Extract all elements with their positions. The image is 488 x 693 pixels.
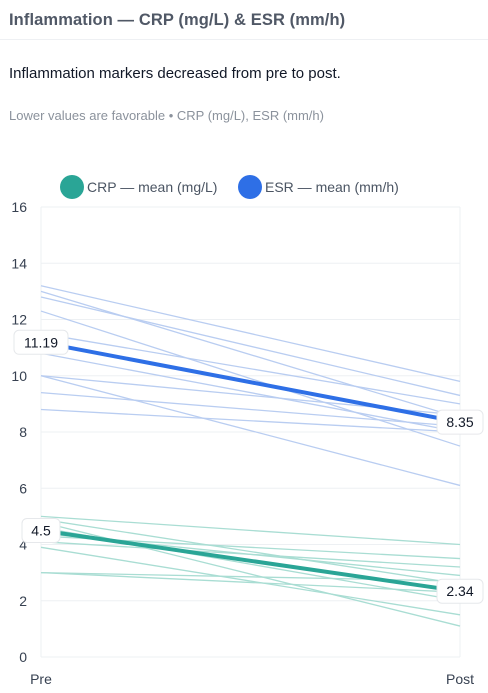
x-tick-label: Post [446,671,474,687]
data-label: 11.19 [13,329,69,355]
crp-individual-line [40,518,461,585]
esr-individual-line [40,285,461,383]
legend-swatch [238,175,262,199]
data-label: 2.34 [436,578,484,604]
axes: 0 2 4 6 8 10 12 14 16 Pre Post [11,199,474,687]
data-label-text: 8.35 [446,414,473,430]
esr-individual-line [40,408,461,433]
chart-note: Lower values are favorable • CRP (mg/L),… [9,108,324,123]
legend-swatch [60,175,84,199]
crp-individual-line [40,571,461,593]
y-tick-label: 14 [11,255,27,271]
grid [40,206,461,658]
y-tick-label: 0 [19,649,27,665]
crp-individual-line [40,515,461,546]
card-header: Inflammation — CRP (mg/L) & ESR (mm/h) [0,0,488,40]
data-label-box [436,578,484,604]
y-tick-label: 10 [11,368,27,384]
esr-individual-line [40,332,461,405]
esr-individual-line [40,310,461,447]
legend-label: ESR — mean (mm/h) [265,179,399,195]
crp-individual-line [40,546,461,616]
data-label-box [13,329,69,355]
y-tick-label: 4 [19,537,27,553]
individual-lines [40,285,461,627]
crp-mean-line [39,528,462,594]
data-label-box [436,409,484,435]
data-label: 4.5 [21,517,61,543]
y-tick-label: 2 [19,593,27,609]
esr-individual-line [40,375,461,487]
y-tick-label: 6 [19,480,27,496]
data-label-text: 2.34 [446,583,473,599]
esr-individual-line [40,296,461,397]
legend-label: CRP — mean (mg/L) [87,179,217,195]
point-labels: 4.5 2.34 11.19 8.35 [13,329,484,604]
y-tick-label: 12 [11,312,27,328]
esr-individual-line [40,352,461,433]
data-label-box [21,517,61,543]
esr-mean-line [39,340,462,425]
data-label-text: 4.5 [31,522,51,538]
x-tick-label: Pre [30,671,52,687]
legend: CRP — mean (mg/L) ESR — mean (mm/h) [60,175,399,199]
y-tick-label: 16 [11,199,27,215]
chart-summary: Inflammation markers decreased from pre … [9,65,341,82]
esr-individual-line [40,391,461,428]
data-label: 8.35 [436,409,484,435]
y-tick-label: 8 [19,424,27,440]
data-label-text: 11.19 [24,334,58,350]
chart-title: Inflammation — CRP (mg/L) & ESR (mm/h) [9,11,346,29]
esr-individual-line [40,290,461,419]
